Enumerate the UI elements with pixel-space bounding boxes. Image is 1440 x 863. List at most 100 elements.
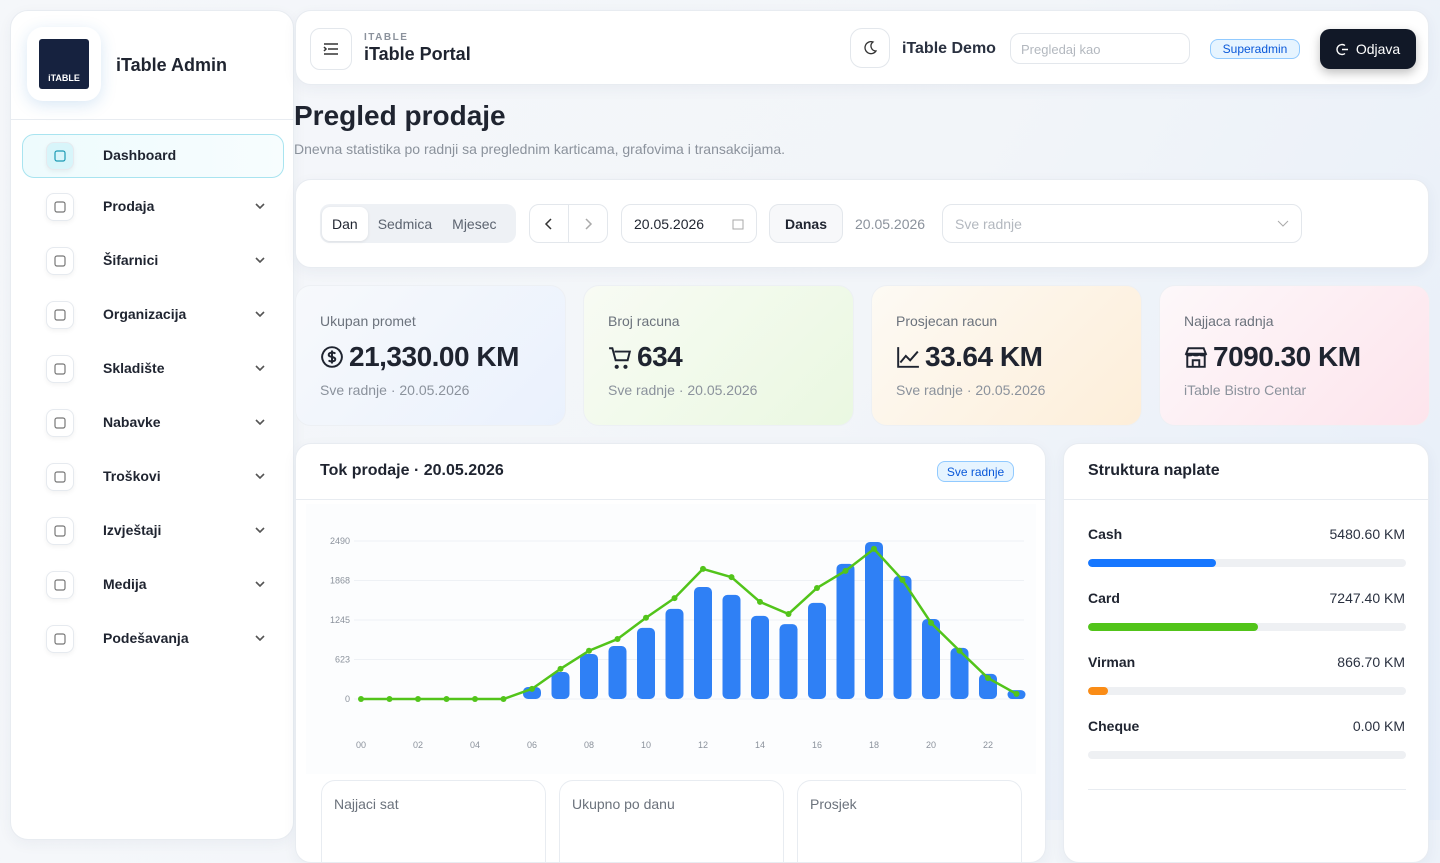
bar [722,594,741,699]
stat-card: Prosjecan racun 33.64 KM Sve radnje · 20.0… [871,285,1142,426]
icon [54,417,66,429]
chevron-wrap [255,581,265,588]
menu-icon [46,571,74,599]
chevron-wrap [255,527,265,534]
x-tick-label: 20 [926,740,936,750]
menu-label[interactable]: Organizacija [103,306,187,322]
placeholder: Pregledaj kao [1021,42,1101,57]
sidebar: iTABLE iTable Admin Dashboard Prodaja Šifa… [10,10,294,840]
chevron-path [255,473,265,480]
filter-bar: Dan Sedmica Mjesec 20.05.2026 Danas 20.05.… [295,179,1429,268]
bar [608,646,627,699]
chevron-path [255,581,265,588]
divider [11,119,293,120]
y-tick-label: 1245 [330,615,350,625]
stat-card: Najjaca radnja 7090.30 KM iTable Bistro Ce… [1159,285,1430,426]
stat-label: Ukupan promet [320,313,416,329]
x-tick-label: 10 [641,740,651,750]
logo: iTABLE [27,27,101,101]
icon [54,363,66,375]
chart: 0 623 1245 1868 2490 00 02 04 06 08 10 12 14 16 18 20 22 [306,504,1036,774]
chevron [255,257,265,264]
x-tick-label: 00 [356,740,366,750]
bar [922,619,940,699]
icon [585,217,593,230]
menu-icon [46,247,74,275]
icon-shape [54,363,66,375]
icon [54,201,66,213]
chevron-path [255,365,265,372]
prev-button[interactable] [529,204,569,243]
stat-value: 21,330.00 KM [349,341,519,372]
today-button[interactable]: Danas [769,204,843,243]
payment-track [1088,751,1406,759]
payment-label: Card [1088,590,1120,606]
y-tick-label: 623 [335,654,350,664]
line-point [614,636,621,643]
logout-label: Odjava [1355,41,1401,57]
menu-label[interactable]: Prodaja [103,198,155,214]
bar [950,647,969,699]
chart-title: Tok prodaje · 20.05.2026 [320,462,504,479]
payment-bar [1088,623,1258,631]
theme-toggle[interactable] [850,28,890,68]
menu-label[interactable]: Troškovi [103,468,161,484]
search-input[interactable]: Pregledaj kao [1010,33,1190,64]
stat-note: Sve radnje · 20.05.2026 [608,382,758,398]
menu-label[interactable]: Skladište [103,360,165,376]
logout-button[interactable]: Odjava [1320,29,1416,69]
stat-note: Sve radnje · 20.05.2026 [896,382,1046,398]
menu-label[interactable]: Medija [103,576,147,592]
menu-label[interactable]: Šifarnici [103,252,159,268]
period-option[interactable]: Sedmica [377,215,433,232]
icon-shape [54,471,66,483]
chevron-path [255,527,265,534]
menu-toggle[interactable] [310,28,352,70]
date-input[interactable]: 20.05.2026 [621,204,757,243]
bar [836,563,855,699]
menu-label[interactable]: Podešavanja [103,630,189,646]
payment-value: 5480.60 KM [1329,526,1406,542]
period-option[interactable]: Mjesec [452,215,497,232]
store-select[interactable]: Sve radnje [942,204,1302,243]
period-option[interactable]: Dan [322,206,368,241]
stat-value-row: 634 [608,341,683,373]
payment-label: Virman [1088,654,1136,670]
chevron-path [255,419,265,426]
menu-label[interactable]: Izvještaji [103,522,162,538]
line-point [1013,690,1020,697]
chevron [255,203,265,210]
stat-value-row: 21,330.00 KM [320,341,519,373]
line-point [985,675,991,682]
bar [665,608,684,699]
role-badge: Superadmin [1210,39,1300,59]
bar [865,541,883,699]
icon [323,43,338,55]
line-point [586,647,592,654]
stat-label: Najjaca radnja [1184,313,1274,329]
bar [808,602,826,699]
mini-card-label: Najjaci sat [334,796,399,812]
payment-label: Cheque [1088,718,1140,734]
icon-shape [54,255,66,267]
chevron-path [255,257,265,264]
chevron [255,581,265,588]
menu-label[interactable]: Nabavke [103,414,161,430]
menu-icon [46,463,74,491]
icon-shape [54,525,66,537]
icon-shape [54,150,66,162]
line-point [757,598,763,605]
bar [637,627,655,699]
icon [1336,43,1348,55]
page-title: Pregled prodaje [294,100,506,131]
next-button[interactable] [568,204,608,243]
line-point [443,696,450,702]
page-subtitle: Dnevna statistika po radnji sa pregledni… [294,141,785,157]
x-tick-label: 04 [470,740,480,750]
period-switch: Dan Sedmica Mjesec [320,204,516,243]
menu-label[interactable]: Dashboard [103,147,177,163]
payment-track [1088,687,1406,695]
bar [694,587,712,699]
stat-card: Ukupan promet 21,330.00 KM Sve radnje · 20… [295,285,566,426]
line-point [785,610,792,617]
